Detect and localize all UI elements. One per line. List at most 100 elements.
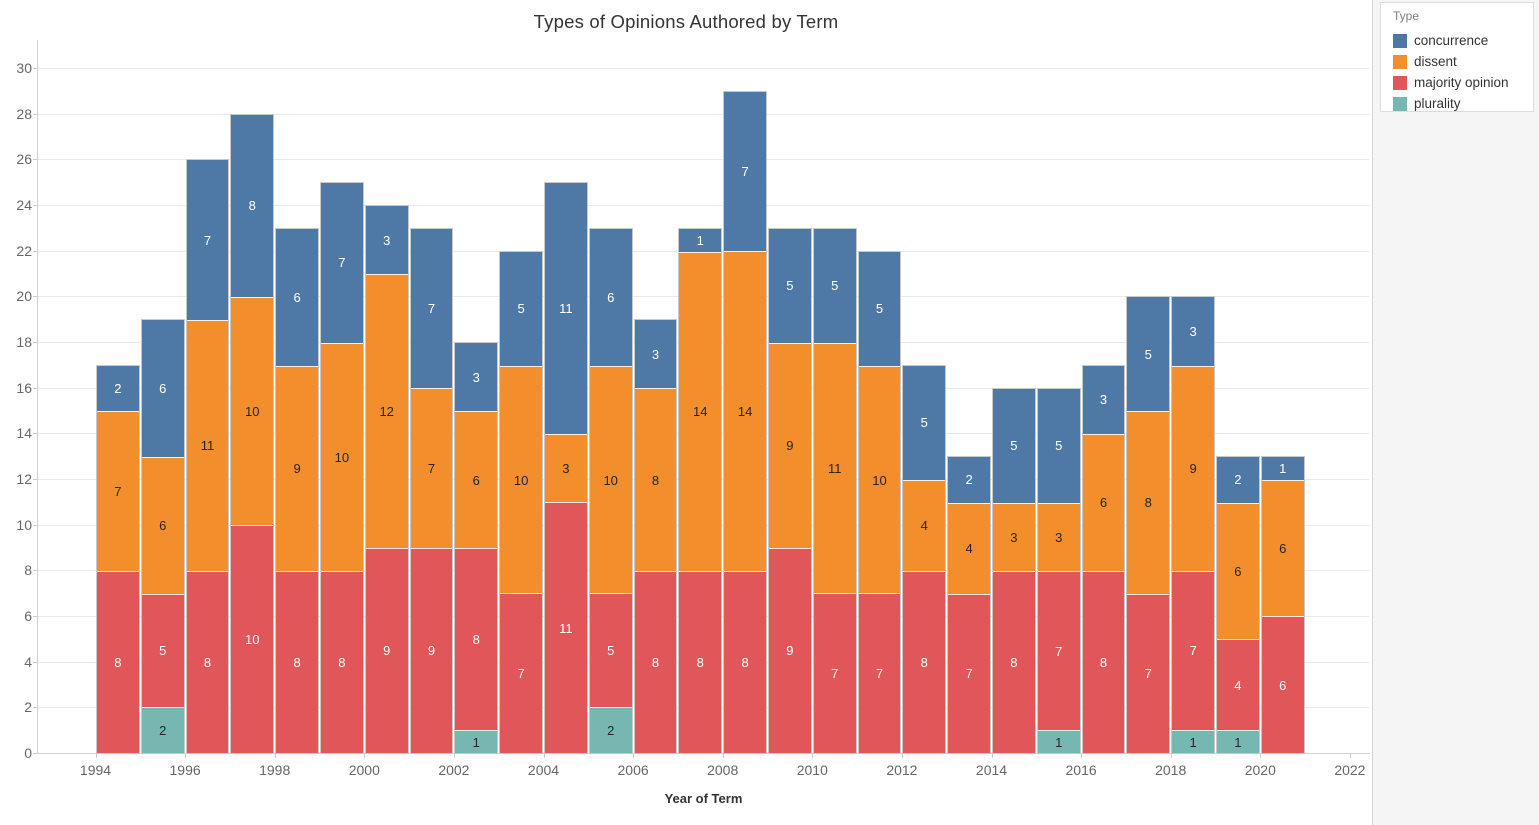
bar-2004-segment-concurrence[interactable]: 11: [545, 183, 587, 434]
bar-2005-segment-plurality[interactable]: 2: [589, 707, 632, 753]
bar-2017[interactable]: 7 8 5: [1126, 296, 1171, 754]
bar-2016-segment-dissent[interactable]: 6: [1082, 434, 1125, 571]
bar-2000[interactable]: 9 12 3: [364, 205, 409, 754]
bar-2012-segment-majority-opinion[interactable]: 8: [903, 570, 946, 753]
bar-1997-segment-concurrence[interactable]: 8: [231, 114, 274, 298]
bar-2011[interactable]: 7 10 5: [857, 250, 902, 754]
bar-2019-segment-plurality[interactable]: 1: [1217, 730, 1259, 753]
legend-item-plurality[interactable]: plurality: [1393, 93, 1533, 114]
bar-2013-segment-dissent[interactable]: 4: [948, 502, 990, 594]
bar-2010-segment-majority-opinion[interactable]: 7: [813, 593, 856, 753]
bar-2020-segment-dissent[interactable]: 6: [1261, 479, 1304, 617]
bar-2008[interactable]: 8 14 7: [723, 90, 767, 754]
bar-2003-segment-dissent[interactable]: 10: [500, 365, 542, 594]
bar-1995[interactable]: 2 5 6 6: [140, 319, 185, 754]
bar-1997-segment-dissent[interactable]: 10: [231, 297, 274, 525]
bar-2001-segment-majority-opinion[interactable]: 9: [410, 547, 453, 753]
bar-1995-segment-plurality[interactable]: 2: [141, 707, 184, 753]
bar-2003-segment-majority-opinion[interactable]: 7: [500, 593, 542, 753]
bar-2014[interactable]: 8 3 5: [992, 387, 1036, 754]
bar-1994-segment-dissent[interactable]: 7: [97, 411, 139, 571]
bar-2008-segment-dissent[interactable]: 14: [724, 251, 766, 571]
bar-2006-segment-dissent[interactable]: 8: [634, 388, 677, 571]
bar-2001-segment-dissent[interactable]: 7: [410, 388, 453, 548]
bar-2019-segment-majority-opinion[interactable]: 4: [1217, 639, 1259, 731]
bar-2013[interactable]: 7 4 2: [947, 456, 991, 754]
bar-2019-segment-concurrence[interactable]: 2: [1217, 457, 1259, 503]
legend-item-dissent[interactable]: dissent: [1393, 51, 1533, 72]
bar-2007-segment-majority-opinion[interactable]: 8: [679, 570, 722, 753]
bar-2018-segment-plurality[interactable]: 1: [1172, 730, 1214, 753]
legend-item-majority-opinion[interactable]: majority opinion: [1393, 72, 1533, 93]
bar-2014-segment-concurrence[interactable]: 5: [993, 388, 1035, 503]
bar-2010-segment-dissent[interactable]: 11: [813, 342, 856, 594]
bar-2005-segment-concurrence[interactable]: 6: [589, 228, 632, 366]
bar-2017-segment-concurrence[interactable]: 5: [1127, 297, 1170, 412]
bar-2012-segment-dissent[interactable]: 4: [903, 479, 946, 571]
bar-2009-segment-majority-opinion[interactable]: 9: [769, 547, 811, 753]
bar-2020-segment-majority-opinion[interactable]: 6: [1261, 616, 1304, 753]
bar-1994-segment-concurrence[interactable]: 2: [97, 365, 139, 412]
bar-2016-segment-concurrence[interactable]: 3: [1082, 365, 1125, 435]
bar-2004-segment-dissent[interactable]: 3: [545, 433, 587, 503]
bar-2000-segment-concurrence[interactable]: 3: [365, 206, 408, 275]
bar-2015-segment-plurality[interactable]: 1: [1037, 730, 1080, 753]
bar-2005[interactable]: 2 5 10 6: [588, 227, 633, 754]
bar-2018-segment-majority-opinion[interactable]: 7: [1172, 570, 1214, 731]
bar-2018-segment-concurrence[interactable]: 3: [1172, 297, 1214, 366]
bar-2015-segment-majority-opinion[interactable]: 7: [1037, 570, 1080, 731]
bar-1996-segment-dissent[interactable]: 11: [186, 319, 229, 571]
bar-2014-segment-dissent[interactable]: 3: [993, 502, 1035, 571]
bar-2007[interactable]: 8 14 1: [678, 227, 723, 754]
bar-2017-segment-majority-opinion[interactable]: 7: [1127, 593, 1170, 753]
bar-2010[interactable]: 7 11 5: [812, 227, 857, 754]
bar-2000-segment-dissent[interactable]: 12: [365, 274, 408, 548]
bar-2020[interactable]: 6 6 1: [1260, 456, 1305, 754]
bar-1995-segment-majority-opinion[interactable]: 5: [141, 593, 184, 708]
bar-2011-segment-dissent[interactable]: 10: [858, 365, 901, 594]
bar-2005-segment-majority-opinion[interactable]: 5: [589, 593, 632, 708]
bar-2002-segment-concurrence[interactable]: 3: [455, 343, 498, 412]
bar-2007-segment-dissent[interactable]: 14: [679, 251, 722, 571]
bar-1999[interactable]: 8 10 7: [320, 182, 364, 754]
bar-1996-segment-concurrence[interactable]: 7: [186, 160, 229, 320]
bar-2004-segment-majority-opinion[interactable]: 11: [545, 502, 587, 753]
bar-2016-segment-majority-opinion[interactable]: 8: [1082, 570, 1125, 753]
bar-1994-segment-majority-opinion[interactable]: 8: [97, 570, 139, 753]
bar-2010-segment-concurrence[interactable]: 5: [813, 228, 856, 343]
bar-2012-segment-concurrence[interactable]: 5: [903, 365, 946, 480]
bar-1998-segment-majority-opinion[interactable]: 8: [276, 570, 318, 753]
bar-2005-segment-dissent[interactable]: 10: [589, 365, 632, 594]
legend-item-concurrence[interactable]: concurrence: [1393, 30, 1533, 51]
bar-1998-segment-dissent[interactable]: 9: [276, 365, 318, 571]
bar-2019[interactable]: 1 4 6 2: [1216, 456, 1260, 754]
bar-1996-segment-majority-opinion[interactable]: 8: [186, 570, 229, 753]
bar-2007-segment-concurrence[interactable]: 1: [679, 228, 722, 252]
bar-2013-segment-concurrence[interactable]: 2: [948, 457, 990, 503]
bar-2018-segment-dissent[interactable]: 9: [1172, 365, 1214, 571]
bar-2008-segment-concurrence[interactable]: 7: [724, 91, 766, 252]
bar-2001[interactable]: 9 7 7: [409, 227, 454, 754]
bar-1995-segment-dissent[interactable]: 6: [141, 456, 184, 594]
bar-2015-segment-concurrence[interactable]: 5: [1037, 388, 1080, 503]
bar-2011-segment-majority-opinion[interactable]: 7: [858, 593, 901, 753]
bar-2004[interactable]: 11 3 11: [544, 182, 588, 754]
bar-2016[interactable]: 8 6 3: [1081, 364, 1126, 754]
bar-1997[interactable]: 10 10 8: [230, 113, 275, 754]
bar-2006-segment-majority-opinion[interactable]: 8: [634, 570, 677, 753]
bar-1999-segment-majority-opinion[interactable]: 8: [321, 570, 363, 753]
bar-2002-segment-plurality[interactable]: 1: [455, 730, 498, 753]
bar-2013-segment-majority-opinion[interactable]: 7: [948, 593, 990, 753]
bar-2008-segment-majority-opinion[interactable]: 8: [724, 570, 766, 753]
bar-2002-segment-majority-opinion[interactable]: 8: [455, 548, 498, 731]
bar-1997-segment-majority-opinion[interactable]: 10: [231, 525, 274, 753]
bar-1996[interactable]: 8 11 7: [185, 159, 230, 754]
bar-2011-segment-concurrence[interactable]: 5: [858, 251, 901, 366]
bar-2009[interactable]: 9 9 5: [768, 227, 812, 754]
bar-1995-segment-concurrence[interactable]: 6: [141, 320, 184, 457]
bar-2009-segment-dissent[interactable]: 9: [769, 342, 811, 548]
bar-2006[interactable]: 8 8 3: [633, 319, 678, 754]
